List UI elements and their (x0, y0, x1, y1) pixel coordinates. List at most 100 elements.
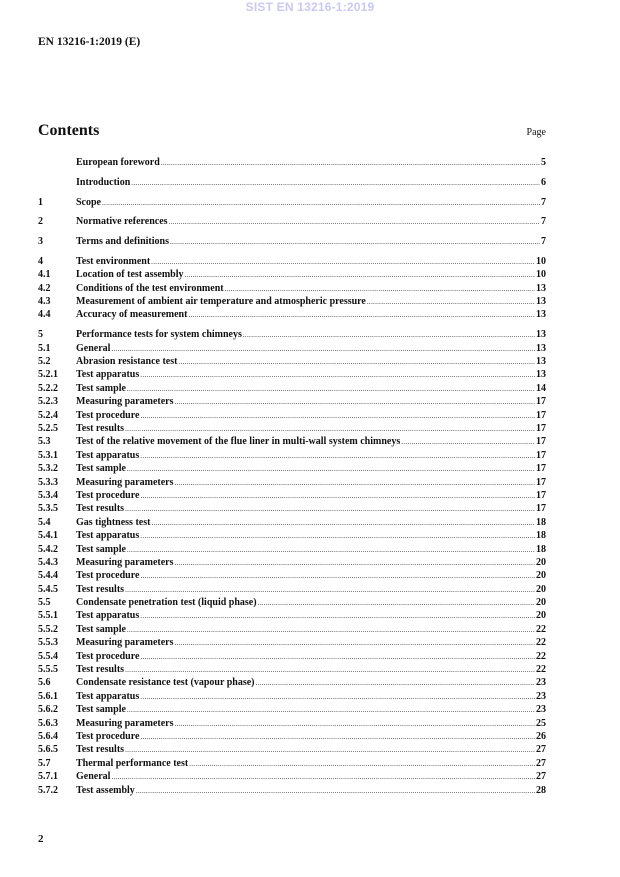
toc-entry[interactable]: 2 Normative references 7 (38, 215, 546, 228)
toc-entry[interactable]: 5.4.1 Test apparatus 18 (38, 529, 546, 542)
toc-entry[interactable]: 5.5.2 Test sample 22 (38, 623, 546, 636)
toc-entry-title: General (76, 771, 111, 783)
toc-entry[interactable]: 5.7.2 Test assembly 28 (38, 784, 546, 797)
toc-entry-page: 17 (536, 436, 546, 448)
toc-entry-number: 5.2.3 (38, 396, 58, 408)
toc-entry[interactable]: 5.2.3 Measuring parameters 17 (38, 395, 546, 408)
toc-entry-number: 5.5.4 (38, 650, 58, 662)
toc-entry-page: 7 (541, 196, 546, 208)
toc-entry[interactable]: 5.5.3 Measuring parameters 22 (38, 636, 546, 649)
toc-entry[interactable]: European foreword 5 (38, 156, 546, 169)
toc-group: 1 Scope 7 (38, 196, 546, 209)
toc-entry[interactable]: 4.3 Measurement of ambient air temperatur… (38, 295, 546, 308)
toc-entry[interactable]: 5.4.2 Test sample 18 (38, 543, 546, 556)
toc-entry-title: Terms and definitions (76, 236, 169, 248)
toc-entry-number: 5.5 (38, 597, 51, 609)
toc-entry-number: 5.2.4 (38, 409, 58, 421)
toc-entry[interactable]: 5.2 Abrasion resistance test 13 (38, 355, 546, 368)
toc-entry[interactable]: 5.4.5 Test results 20 (38, 583, 546, 596)
toc-entry[interactable]: 5.5.5 Test results 22 (38, 663, 546, 676)
toc-entry[interactable]: 5.3.3 Measuring parameters 17 (38, 476, 546, 489)
toc-entry-title: Test sample (76, 623, 126, 635)
toc-entry[interactable]: 5.6.5 Test results 27 (38, 743, 546, 756)
dot-leader (140, 450, 535, 463)
dot-leader (127, 383, 535, 396)
toc-entry[interactable]: 5.6.1 Test apparatus 23 (38, 690, 546, 703)
toc-entry[interactable]: 5.2.1 Test apparatus 13 (38, 368, 546, 381)
toc-entry-number: 5.2 (38, 356, 51, 368)
toc-entry[interactable]: 5.5 Condensate penetration test (liquid p… (38, 596, 546, 609)
toc-entry-page: 7 (541, 216, 546, 228)
dot-leader (243, 329, 535, 342)
dot-leader (125, 584, 535, 597)
toc-entry[interactable]: Introduction 6 (38, 176, 546, 189)
toc-entry-title: Measuring parameters (76, 476, 174, 488)
toc-entry-page: 10 (536, 269, 546, 281)
toc-entry[interactable]: 1 Scope 7 (38, 196, 546, 209)
toc-entry[interactable]: 5.2.5 Test results 17 (38, 422, 546, 435)
toc-entry[interactable]: 5.5.4 Test procedure 22 (38, 650, 546, 663)
toc-entry-number: 5.7.2 (38, 784, 58, 796)
toc-entry-number: 5.7.1 (38, 771, 58, 783)
toc-entry[interactable]: 5.4.4 Test procedure 20 (38, 569, 546, 582)
toc-entry-title: Test apparatus (76, 530, 140, 542)
toc-entry[interactable]: 5.3.5 Test results 17 (38, 502, 546, 515)
toc-group: Introduction 6 (38, 176, 546, 189)
toc-entry-number: 5.1 (38, 342, 51, 354)
toc-entry[interactable]: 4.1 Location of test assembly 10 (38, 268, 546, 281)
dot-leader (174, 396, 535, 409)
toc-entry-page: 17 (536, 422, 546, 434)
toc-entry-title: Test apparatus (76, 369, 140, 381)
dot-leader (258, 597, 535, 610)
toc-entry[interactable]: 5.7.1 General 27 (38, 770, 546, 783)
dot-leader (185, 269, 536, 282)
toc-entry[interactable]: 5.7 Thermal performance test 27 (38, 757, 546, 770)
toc-entry[interactable]: 5.3.1 Test apparatus 17 (38, 449, 546, 462)
toc-entry-page: 18 (536, 543, 546, 555)
toc-entry[interactable]: 5.3 Test of the relative movement of the … (38, 435, 546, 448)
toc-entry-number: 5.6.4 (38, 730, 58, 742)
toc-entry-title: Measuring parameters (76, 396, 174, 408)
toc-entry-page: 13 (536, 356, 546, 368)
dot-leader (169, 216, 540, 229)
toc-entry-page: 25 (536, 717, 546, 729)
toc-entry-number: 2 (38, 216, 43, 228)
toc-entry-title: Abrasion resistance test (76, 356, 178, 368)
toc-entry-number: 5.5.3 (38, 637, 58, 649)
toc-entry[interactable]: 5.3.4 Test procedure 17 (38, 489, 546, 502)
toc-entry-title: Test procedure (76, 489, 140, 501)
toc-entry-page: 17 (536, 409, 546, 421)
toc-entry[interactable]: 5.2.4 Test procedure 17 (38, 409, 546, 422)
dot-leader (188, 309, 535, 322)
toc-entry[interactable]: 5.3.2 Test sample 17 (38, 462, 546, 475)
toc-entry[interactable]: 5.4.3 Measuring parameters 20 (38, 556, 546, 569)
toc-entry[interactable]: 4 Test environment 10 (38, 255, 546, 268)
toc-entry-page: 23 (536, 677, 546, 689)
toc-entry[interactable]: 5.6 Condensate resistance test (vapour ph… (38, 676, 546, 689)
dot-leader (189, 758, 535, 771)
contents-heading: Contents (38, 122, 100, 139)
toc-entry[interactable]: 5.1 General 13 (38, 342, 546, 355)
toc-entry-page: 20 (536, 610, 546, 622)
toc-entry-number: 5.5.5 (38, 664, 58, 676)
toc-entry[interactable]: 5.2.2 Test sample 14 (38, 382, 546, 395)
toc-entry-title: Measuring parameters (76, 637, 174, 649)
toc-entry[interactable]: 5.6.3 Measuring parameters 25 (38, 717, 546, 730)
toc-entry-page: 28 (536, 784, 546, 796)
toc-entry[interactable]: 5 Performance tests for system chimneys 13 (38, 328, 546, 341)
toc-entry-number: 5.3.1 (38, 449, 58, 461)
toc-entry[interactable]: 4.4 Accuracy of measurement 13 (38, 308, 546, 321)
toc-entry-number: 5.4.1 (38, 530, 58, 542)
toc-entry-number: 4.3 (38, 296, 51, 308)
toc-entry[interactable]: 5.4 Gas tightness test 18 (38, 516, 546, 529)
toc-entry-number: 3 (38, 236, 43, 248)
toc-entry[interactable]: 5.6.2 Test sample 23 (38, 703, 546, 716)
toc-entry-title: Conditions of the test environment (76, 282, 224, 294)
toc-entry[interactable]: 5.5.1 Test apparatus 20 (38, 609, 546, 622)
toc-entry[interactable]: 5.6.4 Test procedure 26 (38, 730, 546, 743)
dot-leader (140, 410, 535, 423)
toc-entry[interactable]: 4.2 Conditions of the test environment 13 (38, 282, 546, 295)
toc-entry[interactable]: 3 Terms and definitions 7 (38, 235, 546, 248)
toc-entry-title: Test procedure (76, 730, 140, 742)
document-id-header: EN 13216-1:2019 (E) (38, 36, 141, 48)
